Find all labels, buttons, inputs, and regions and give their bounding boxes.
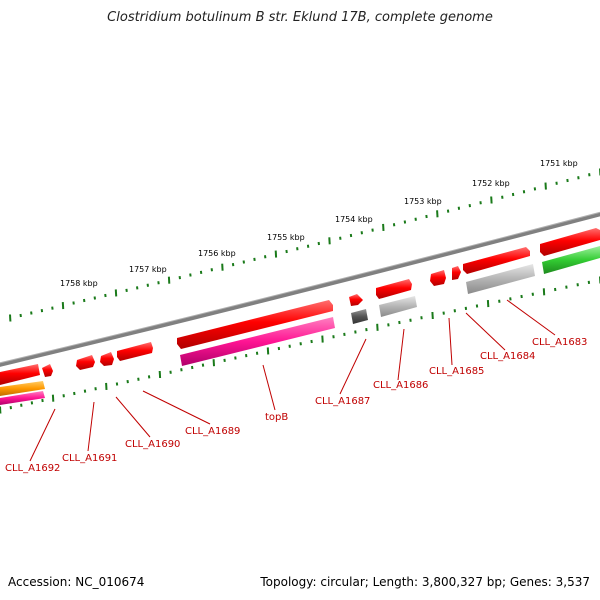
gene-cll-a1690-arrow[interactable]: [100, 352, 114, 366]
gene-labels: CLL_A1683 CLL_A1684 CLL_A1685 CLL_A1686 …: [5, 337, 587, 474]
gene-cll-a1691-arrow[interactable]: [76, 355, 95, 370]
gene-green-feature[interactable]: [542, 246, 600, 274]
scale-ruler-inner: [0, 276, 600, 414]
gene-track-reverse: [0, 246, 600, 405]
gene-cll-a1686-arrow[interactable]: [376, 279, 412, 299]
scale-label: 1756 kbp: [198, 249, 236, 258]
gene-magenta-feature[interactable]: [180, 317, 335, 366]
gene-label-cll-a1691[interactable]: CLL_A1691: [62, 453, 117, 464]
gene-small-arrow[interactable]: [452, 266, 461, 280]
gene-magenta-feature[interactable]: [0, 391, 45, 405]
gene-label-cll-a1692[interactable]: CLL_A1692: [5, 463, 60, 474]
scale-label: 1754 kbp: [335, 215, 373, 224]
gene-label-cll-a1689[interactable]: CLL_A1689: [185, 426, 240, 437]
scale-label: 1752 kbp: [472, 179, 510, 188]
gene-gray-feature[interactable]: [466, 264, 535, 294]
gene-label-cll-a1684[interactable]: CLL_A1684: [480, 351, 535, 362]
scale-label: 1758 kbp: [60, 279, 98, 288]
genome-backbone: [0, 212, 600, 367]
gene-label-cll-a1685[interactable]: CLL_A1685: [429, 366, 484, 377]
gene-topb-arrow[interactable]: [177, 300, 333, 349]
map-title: Clostridium botulinum B str. Eklund 17B,…: [107, 10, 493, 25]
gene-label-cll-a1683[interactable]: CLL_A1683: [532, 337, 587, 348]
scale-label: 1755 kbp: [267, 233, 305, 242]
gene-orange-feature[interactable]: [0, 381, 45, 396]
gene-label-cll-a1686[interactable]: CLL_A1686: [373, 380, 428, 391]
genome-stats-text: Topology: circular; Length: 3,800,327 bp…: [260, 575, 590, 589]
gene-cll-a1689-arrow[interactable]: [117, 342, 153, 361]
gene-cll-a1683-arrow[interactable]: [540, 228, 600, 256]
gene-label-topb[interactable]: topB: [265, 412, 288, 423]
gene-label-cll-a1690[interactable]: CLL_A1690: [125, 439, 180, 450]
accession-text: Accession: NC_010674: [8, 575, 145, 589]
gene-cll-a1685-arrow[interactable]: [430, 270, 446, 286]
gene-track-forward: [0, 228, 600, 385]
scale-label: 1757 kbp: [129, 265, 167, 274]
scale-label: 1751 kbp: [540, 159, 578, 168]
scale-ruler-outer: 1751 kbp 1752 kbp 1753 kbp 1754 kbp 1755…: [9, 159, 600, 322]
gene-cll-a1684-arrow[interactable]: [463, 247, 530, 274]
gene-gray-feature[interactable]: [379, 296, 417, 317]
gene-label-cll-a1687[interactable]: CLL_A1687: [315, 396, 370, 407]
scale-label: 1753 kbp: [404, 197, 442, 206]
gene-cll-a1692-arrow[interactable]: [42, 364, 53, 377]
label-leaders: [29, 299, 556, 462]
gene-darkgray-feature[interactable]: [351, 309, 368, 324]
gene-edge-arrow[interactable]: [0, 364, 40, 385]
gene-cll-a1687-arrow[interactable]: [349, 294, 363, 306]
